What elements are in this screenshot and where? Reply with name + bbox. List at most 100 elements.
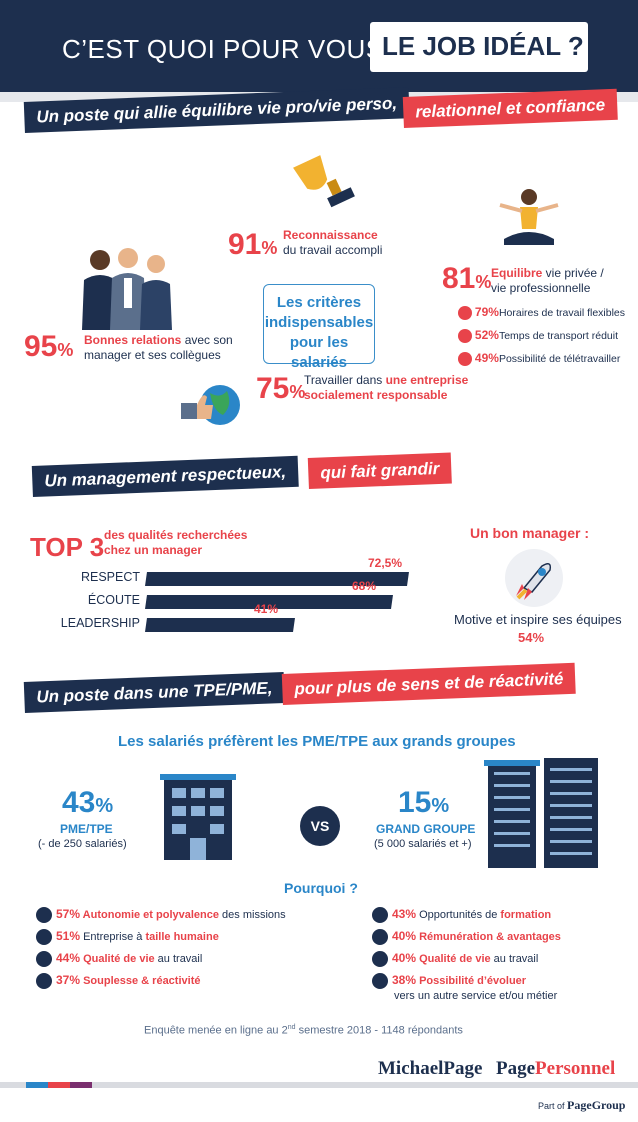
criteria-box: Les critères indispensables pour les sal… xyxy=(263,284,375,371)
why-title: Pourquoi ? xyxy=(284,880,358,896)
trophy-icon xyxy=(293,155,355,208)
pme-label: PME/TPE xyxy=(60,822,113,836)
survey-note: Enquête menée en ligne au 2nd semestre 2… xyxy=(144,1024,463,1037)
reason-right-4: 38% Possibilité d’évoluer xyxy=(372,973,527,990)
smiley-icon xyxy=(36,951,52,968)
relations-rest2: manager et ses collègues xyxy=(84,348,221,362)
section3-banner-red: pour plus de sens et de réactivité xyxy=(281,662,577,705)
header-highlight-box xyxy=(370,22,588,72)
arrows-icon xyxy=(36,907,52,924)
reason-right-4-bold: Possibilité d’évoluer xyxy=(416,975,527,987)
criteria-text: Les critères indispensables pour les sal… xyxy=(264,285,374,373)
reason-right-2: 40% Rémunération & avantages xyxy=(372,929,561,946)
rocket-icon xyxy=(505,549,563,607)
good-manager-title: Un bon manager : xyxy=(470,525,590,541)
reason-left-4-pct: 37% xyxy=(56,973,81,987)
section3-banner-navy: Un poste dans une TPE/PME, xyxy=(23,672,285,713)
section2-banner-red: qui fait grandir xyxy=(307,452,452,489)
reason-left-3-pct: 44% xyxy=(56,951,81,965)
bar-label: RESPECT xyxy=(80,570,140,584)
csr-bold2: socialement responsable xyxy=(304,388,448,402)
reason-left-3: 44% Qualité de vie au travail xyxy=(36,951,202,968)
footer-rule xyxy=(0,1082,638,1088)
gg-sym: % xyxy=(431,795,450,817)
inspire-label: Motive et inspire ses équipes xyxy=(454,612,622,627)
recognition-value: 91 xyxy=(228,228,262,261)
money-icon xyxy=(372,929,388,946)
reason-right-1: 43% Opportunités de formation xyxy=(372,907,552,924)
section3-banner-red-wrap: pour plus de sens et de réactivité xyxy=(281,662,577,705)
reason-right-4-line2: vers un autre service et/ou métier xyxy=(394,990,558,1002)
pagepersonnel-logo-a: Page xyxy=(496,1058,536,1079)
reason-left-2-rest: Entreprise à xyxy=(80,931,146,943)
reason-left-2: 51% Entreprise à taille humaine xyxy=(36,929,219,946)
footer-color-1 xyxy=(26,1082,48,1088)
balance-stat: 81% xyxy=(442,262,491,296)
pme-value: 43 xyxy=(62,786,96,819)
recognition-bold: Reconnaissance xyxy=(283,228,378,242)
balance-item-1: 79%Horaires de travail flexibles xyxy=(458,305,625,321)
balance-item-3-label: Possibilité de télétravailler xyxy=(498,353,621,365)
survey-sup: nd xyxy=(287,1024,296,1031)
balance-item-3: 49%Possibilité de télétravailler xyxy=(458,351,621,367)
survey-b: semestre 2018 - 1148 répondants xyxy=(295,1024,463,1037)
meditation-icon xyxy=(499,189,559,245)
criteria-line2: indispensables xyxy=(264,314,374,331)
footer-color-3 xyxy=(70,1082,92,1088)
reason-left-1-rest: des missions xyxy=(219,909,286,921)
pme-sub: (- de 250 salariés) xyxy=(38,838,127,850)
michaelpage-logo: MichaelPage xyxy=(378,1058,483,1079)
balance-bold: Equilibre xyxy=(491,266,543,280)
reason-left-3-bold: Qualité de vie xyxy=(80,953,155,965)
header-highlight: LE JOB IDÉAL ? xyxy=(382,31,584,61)
bar-value: 41% xyxy=(254,602,279,616)
section3-banner: Un poste dans une TPE/PME, xyxy=(23,672,285,713)
pagegroup-name: PageGroup xyxy=(567,1098,626,1112)
reason-left-2-bold: taille humaine xyxy=(145,931,219,943)
balance-label: Equilibre vie privée / vie professionnel… xyxy=(491,266,604,296)
pagegroup-logo: Part of PageGroup xyxy=(538,1098,625,1113)
gg-sub: (5 000 salariés et +) xyxy=(374,838,472,850)
footer-color-2 xyxy=(48,1082,70,1088)
gg-stat: 15% xyxy=(398,786,449,820)
reason-right-4-pct: 38% xyxy=(392,973,417,987)
section2-banner-red-wrap: qui fait grandir xyxy=(307,452,452,489)
bus-icon xyxy=(458,329,472,344)
balance-rest2: vie professionnelle xyxy=(491,281,591,295)
csr-bold1: une entreprise xyxy=(385,373,469,387)
reason-left-2-pct: 51% xyxy=(56,929,81,943)
plug-icon xyxy=(36,973,52,990)
criteria-line3: pour les salariés xyxy=(289,334,349,371)
reason-left-4: 37% Souplesse & réactivité xyxy=(36,973,201,990)
csr-stat: 75% xyxy=(256,372,305,406)
reason-left-4-bold: Souplesse & réactivité xyxy=(80,975,201,987)
balance-sym: % xyxy=(475,272,492,292)
balance-item-2-label: Temps de transport réduit xyxy=(498,330,619,342)
pme-stat: 43% xyxy=(62,786,113,820)
section3-headline: Les salariés préfèrent les PME/TPE aux g… xyxy=(118,733,516,750)
reason-right-1-bold: formation xyxy=(500,909,552,921)
top3-subtitle: des qualités recherchées chez un manager xyxy=(104,528,247,558)
partof-label: Part of xyxy=(538,1101,565,1111)
reason-right-3: 40% Qualité de vie au travail xyxy=(372,951,538,968)
gg-label: GRAND GROUPE xyxy=(376,822,476,836)
survey-a: Enquête menée en ligne au 2 xyxy=(144,1024,288,1037)
bar-label: ÉCOUTE xyxy=(87,593,140,607)
clock-icon xyxy=(458,306,472,321)
top3-sub1: des qualités recherchées xyxy=(104,528,248,542)
balance-item-2: 52%Temps de transport réduit xyxy=(458,328,619,344)
bar-value: 68% xyxy=(352,579,377,593)
balance-item-1-pct: 79% xyxy=(474,305,499,319)
criteria-line1: Les critères xyxy=(276,294,362,311)
small-building-icon xyxy=(160,774,236,860)
people-icon xyxy=(82,248,172,330)
pagepersonnel-logo: PagePersonnel xyxy=(496,1058,615,1080)
relations-stat: 95% xyxy=(24,330,73,364)
balance-item-3-pct: 49% xyxy=(474,351,499,365)
inspire-pct: 54% xyxy=(518,630,545,645)
reason-right-2-pct: 40% xyxy=(392,929,417,943)
balance-item-2-pct: 52% xyxy=(474,328,499,342)
recognition-rest: du travail accompli xyxy=(283,243,383,257)
csr-value: 75 xyxy=(256,372,290,405)
swap-arrows-icon xyxy=(372,973,388,990)
